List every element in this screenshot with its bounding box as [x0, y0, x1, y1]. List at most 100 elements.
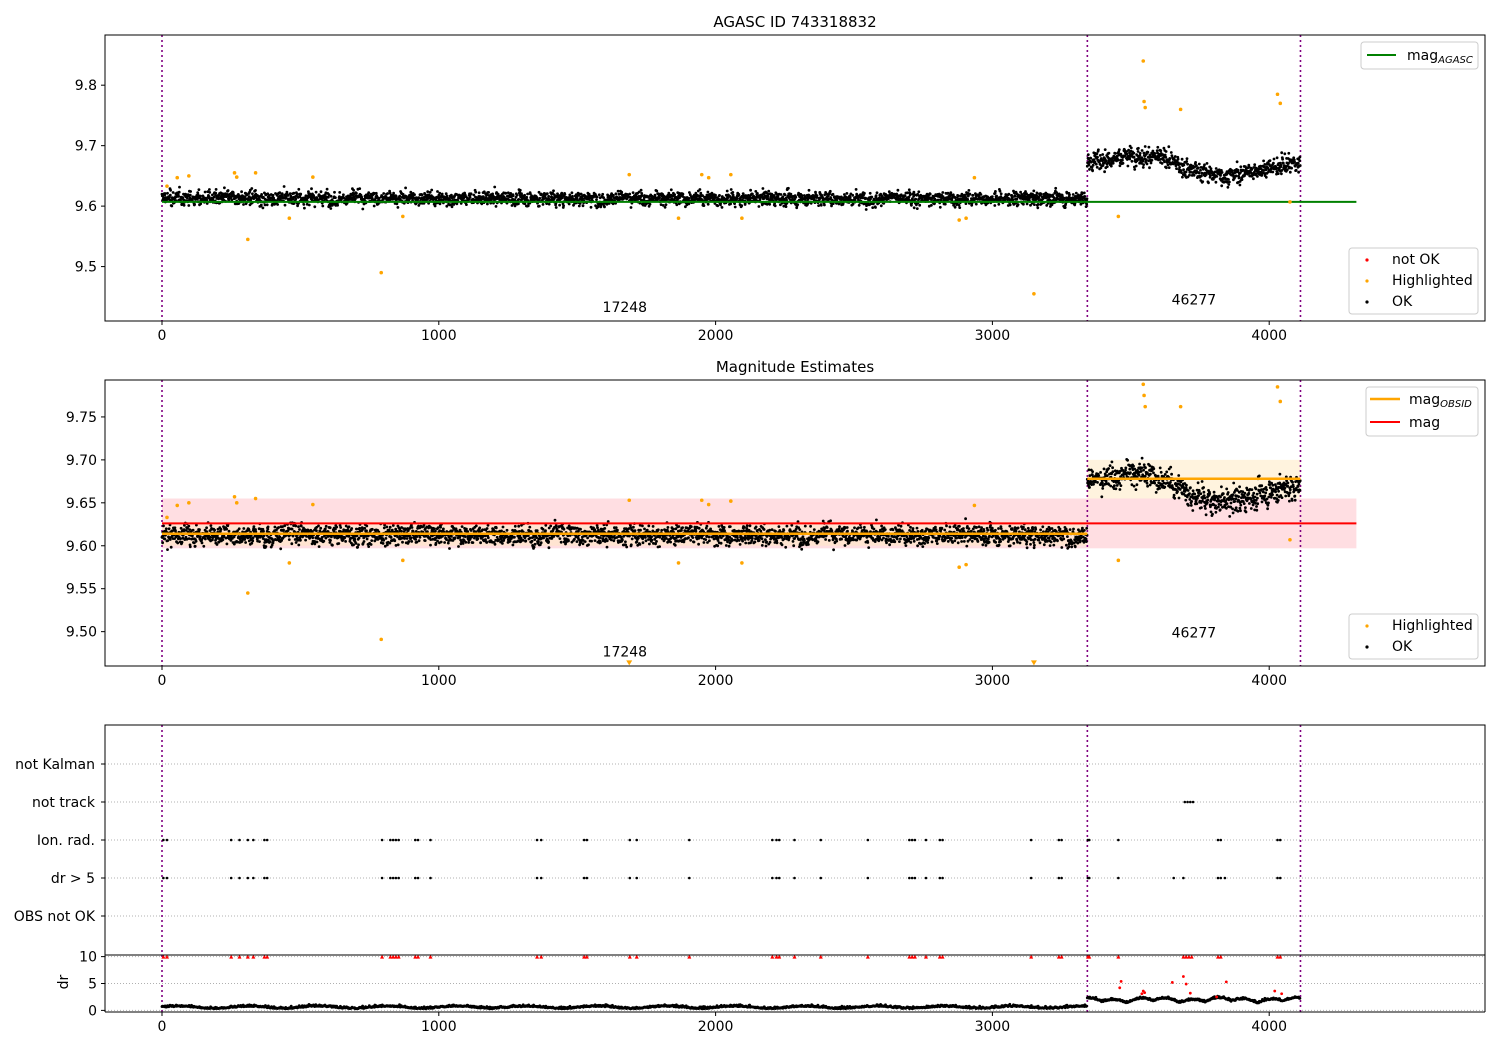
ok-point [358, 187, 362, 191]
ok-point [612, 193, 615, 197]
ok-point [208, 191, 212, 194]
x-tick-label: 1000 [421, 328, 457, 344]
ok-point [1134, 164, 1138, 168]
ok-point [313, 205, 317, 209]
ok-point [365, 537, 369, 541]
ok-point [735, 197, 739, 200]
ok-point [200, 541, 204, 545]
ok-point [204, 537, 207, 541]
ok-point [329, 539, 332, 542]
ok-point [409, 536, 413, 540]
ok-point [197, 188, 201, 192]
ok-point [785, 198, 788, 202]
ok-point [242, 527, 246, 530]
ok-point [466, 530, 470, 533]
ok-point [491, 192, 494, 196]
ok-point [1091, 169, 1094, 173]
ok-point [1121, 158, 1124, 162]
ok-point [294, 197, 298, 201]
ok-point [363, 526, 367, 530]
ok-point [545, 202, 549, 206]
ok-point [617, 192, 621, 196]
ok-point [687, 197, 691, 200]
ok-point [460, 525, 464, 528]
ok-point [1298, 155, 1302, 159]
ok-point [294, 524, 298, 528]
ok-point [1231, 169, 1234, 173]
ok-point [410, 540, 414, 543]
ok-point [194, 539, 198, 543]
ok-point [386, 543, 389, 547]
highlighted-point [1275, 92, 1280, 97]
x-tick-label: 4000 [1251, 328, 1287, 344]
ok-point [457, 545, 460, 548]
ok-point [1184, 170, 1188, 174]
ok-point [526, 204, 530, 208]
ok-point [702, 204, 706, 208]
ok-point [979, 193, 983, 196]
ok-point [817, 204, 820, 208]
ok-point [214, 191, 218, 195]
ok-point [278, 191, 282, 195]
ok-point [439, 525, 442, 529]
ok-point [663, 205, 667, 209]
ok-point [288, 192, 292, 196]
ok-point [445, 194, 449, 198]
highlighted-point [287, 216, 292, 221]
ok-point [1214, 167, 1218, 170]
ok-point [694, 191, 698, 195]
x-tick-label: 0 [158, 328, 167, 344]
ok-point [493, 185, 497, 189]
ok-point [547, 194, 550, 198]
ok-point [187, 204, 191, 207]
ok-point [439, 540, 443, 544]
ok-point [1097, 148, 1100, 152]
highlighted-point [1032, 291, 1036, 296]
ok-point [342, 196, 346, 200]
ok-point [362, 540, 366, 543]
ok-point [1094, 162, 1098, 166]
highlighted-point [1142, 99, 1146, 104]
ok-point [616, 189, 620, 193]
ok-point [1283, 152, 1287, 156]
ok-point [870, 195, 874, 199]
ok-point [595, 198, 598, 202]
ok-point [182, 203, 186, 207]
ok-point [514, 195, 518, 199]
ok-point [357, 536, 361, 540]
ok-point [389, 536, 393, 539]
ok-point [479, 541, 482, 545]
ok-point [505, 528, 509, 532]
ok-point [1085, 202, 1089, 206]
highlighted-point [699, 172, 704, 177]
ok-point [779, 193, 783, 196]
ok-point [250, 187, 254, 190]
ok-point [401, 540, 404, 544]
ok-point [1279, 163, 1283, 167]
ok-point [1128, 157, 1132, 161]
ok-point [1113, 152, 1117, 155]
ok-point [202, 544, 206, 548]
ok-point [1185, 157, 1189, 161]
ok-point [392, 191, 395, 195]
ok-point [287, 538, 291, 541]
ok-point [261, 206, 265, 210]
ok-point [1164, 150, 1168, 153]
ok-point [1175, 167, 1178, 171]
ok-point [1025, 202, 1029, 206]
ok-point [396, 543, 400, 547]
ok-point [278, 535, 282, 539]
ok-point [1109, 164, 1113, 168]
ok-point [943, 202, 947, 206]
ok-point [280, 192, 284, 196]
ok-point [535, 529, 539, 532]
ok-point [299, 538, 302, 542]
ok-point [171, 191, 175, 194]
ok-point [358, 526, 362, 530]
highlighted-point [964, 216, 968, 221]
ok-point [783, 193, 787, 197]
ok-point [299, 192, 303, 196]
ok-point [558, 203, 561, 207]
ok-point [1272, 161, 1275, 165]
ok-point [191, 528, 195, 532]
